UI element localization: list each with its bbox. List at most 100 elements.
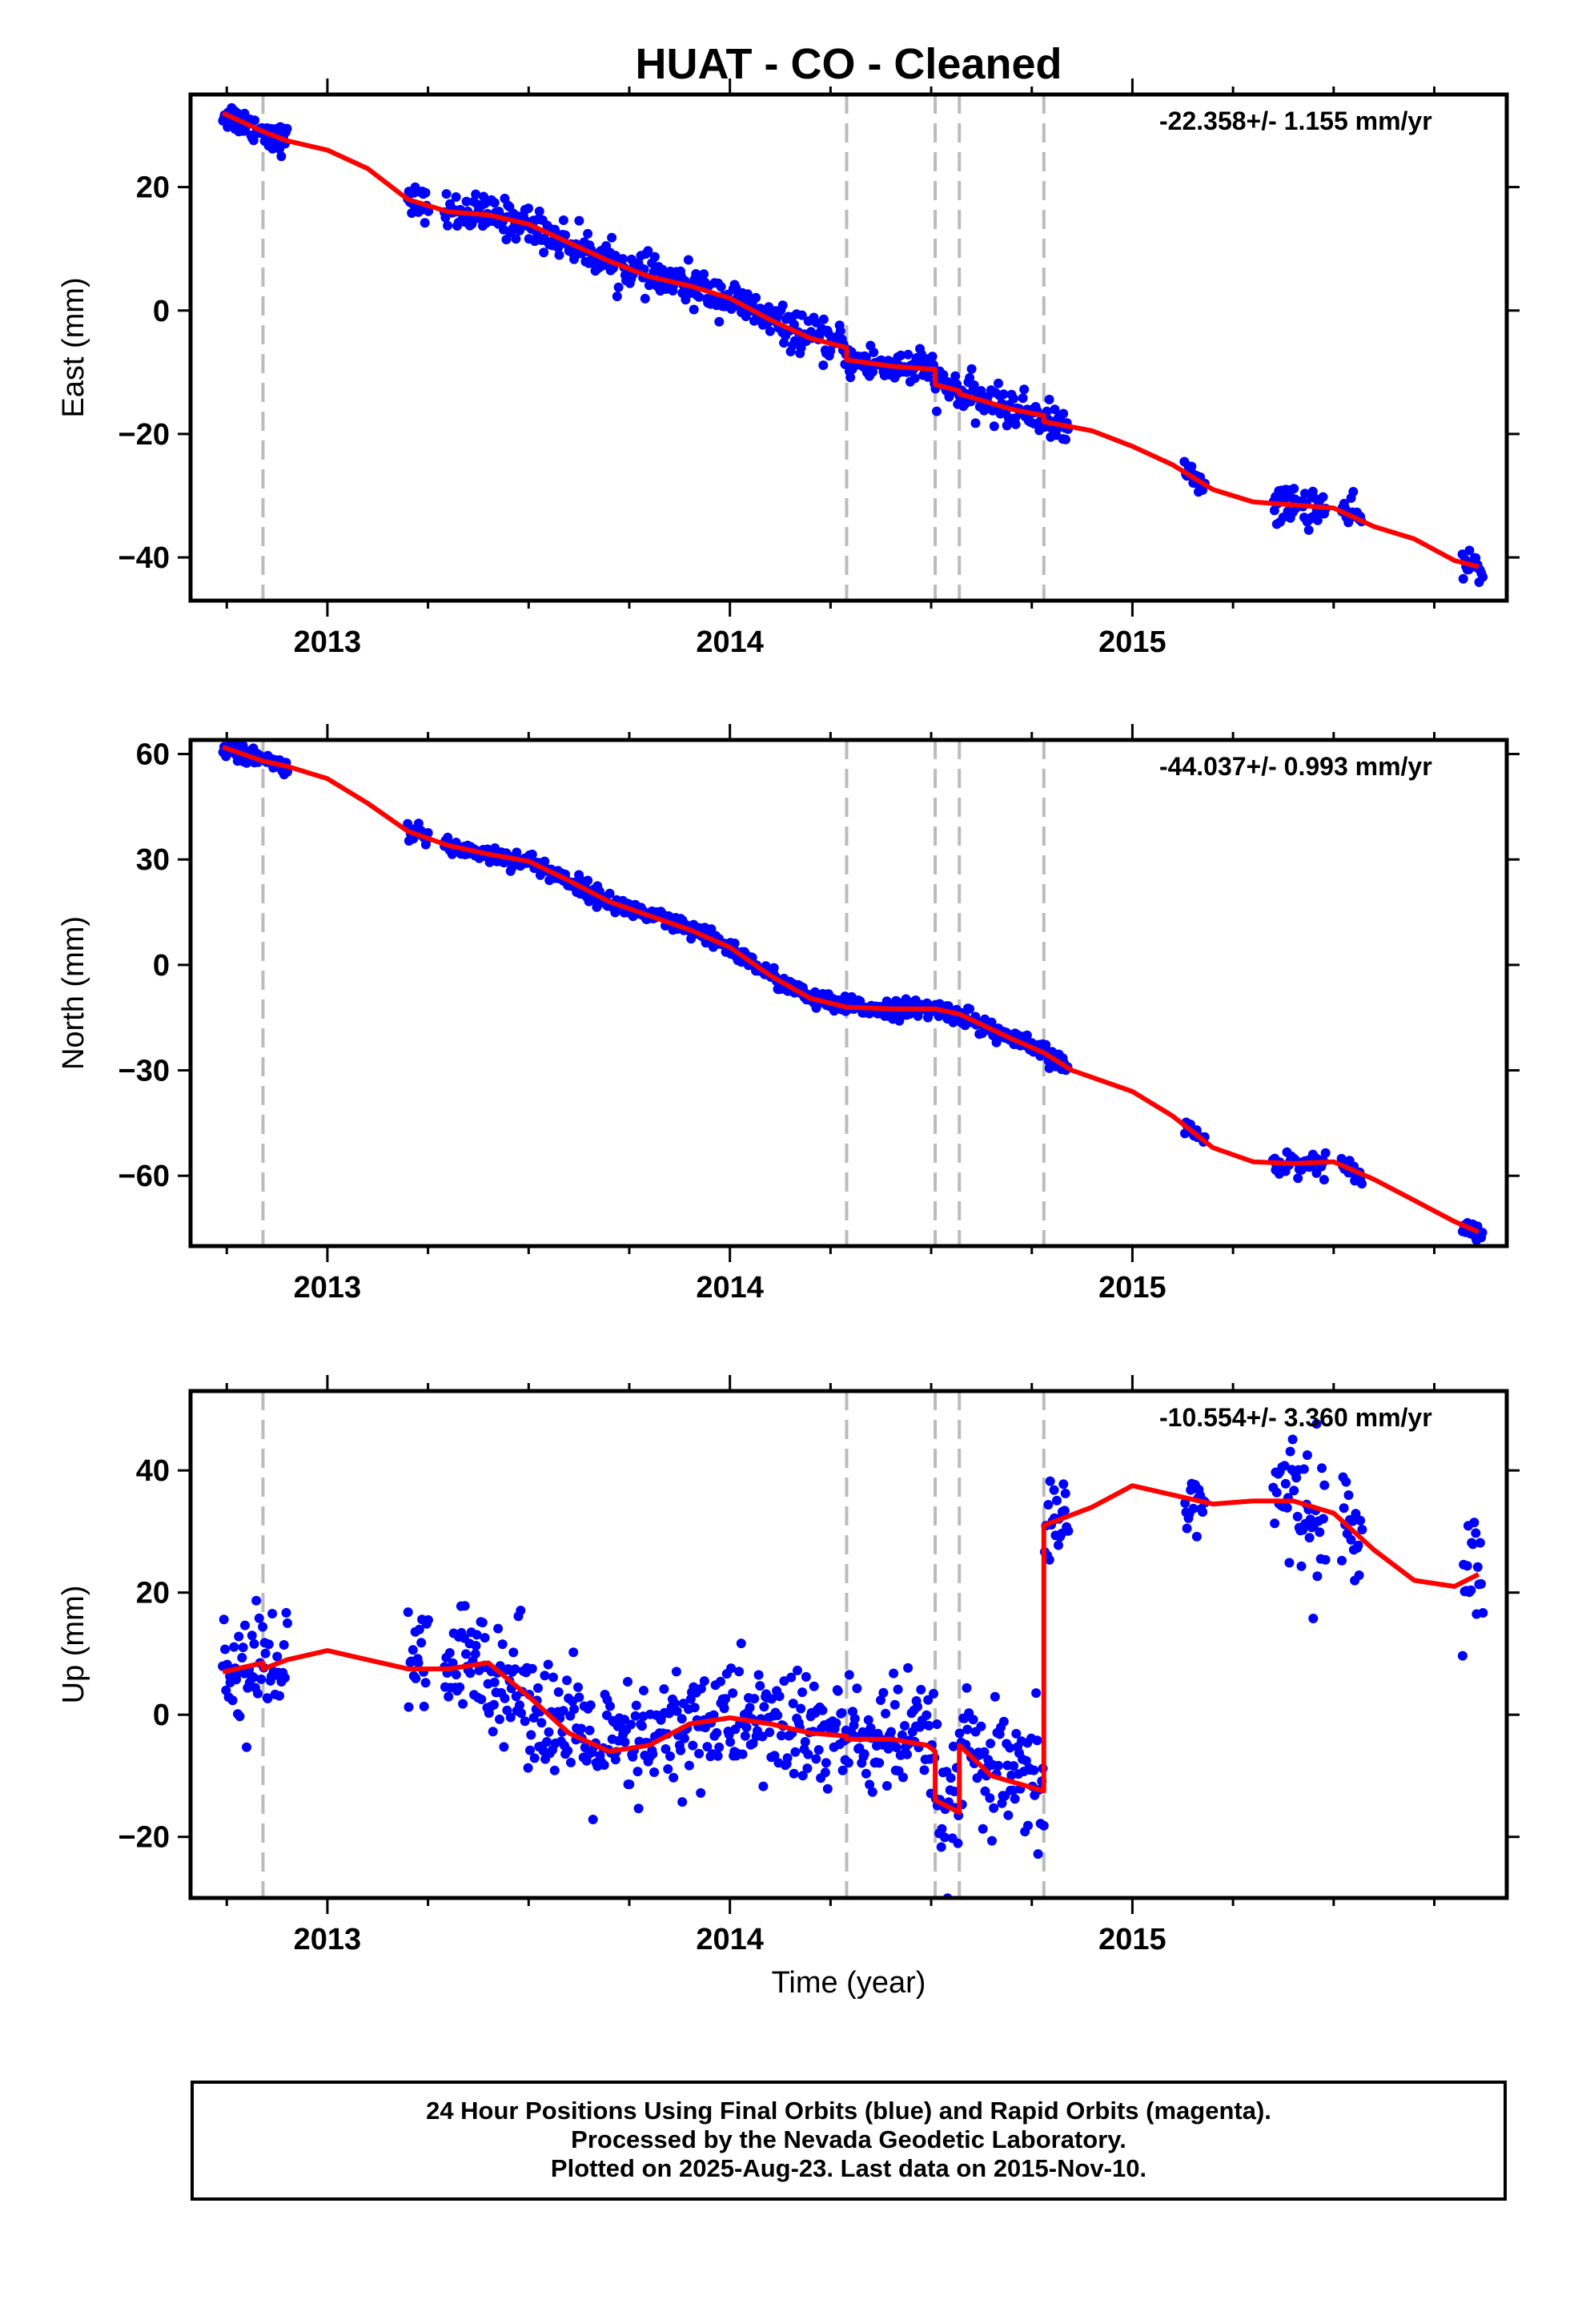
data-point (994, 1760, 1003, 1771)
data-point (495, 1714, 504, 1724)
data-point (524, 203, 533, 214)
data-point (1355, 1515, 1366, 1526)
data-point (416, 1638, 427, 1648)
model-line-north (222, 744, 1480, 1235)
data-point (702, 1742, 713, 1752)
data-point (774, 1691, 785, 1702)
data-point (940, 1832, 950, 1843)
data-point (950, 1787, 960, 1796)
data-point (1471, 1528, 1481, 1538)
data-point (696, 1683, 706, 1694)
data-point (1478, 1608, 1488, 1618)
data-point (748, 1739, 758, 1749)
data-point (605, 1701, 615, 1711)
data-point (669, 1699, 680, 1708)
x-axis-label: Time (year) (772, 1966, 926, 2000)
data-point (721, 1694, 731, 1704)
y-axis-label-north: North (mm) (57, 916, 90, 1070)
data-point (676, 1745, 686, 1755)
data-point (1032, 1735, 1042, 1746)
data-point (607, 232, 617, 243)
data-point (989, 1803, 999, 1813)
data-point (258, 1622, 268, 1632)
data-point (1457, 1651, 1468, 1661)
data-point (1029, 1765, 1039, 1775)
data-point (242, 1742, 251, 1752)
data-point (460, 1601, 470, 1611)
data-point (1280, 1478, 1291, 1489)
data-point (1318, 1514, 1328, 1524)
data-point (1320, 1148, 1331, 1158)
data-point (458, 1699, 468, 1709)
data-point (782, 1753, 793, 1763)
data-point (696, 1787, 706, 1798)
data-point (1019, 384, 1030, 395)
data-point (515, 1700, 524, 1711)
data-point (588, 1815, 598, 1824)
data-point (508, 1647, 519, 1658)
data-point (835, 326, 845, 336)
data-point (1005, 1743, 1015, 1753)
data-point (461, 196, 472, 207)
data-point (1282, 1502, 1292, 1513)
data-point (773, 1711, 783, 1720)
data-point (227, 1695, 238, 1706)
data-point (734, 1667, 745, 1677)
data-point (886, 1727, 896, 1737)
data-point (889, 1668, 899, 1679)
data-point (249, 1638, 259, 1649)
data-point (566, 1757, 576, 1767)
data-point (883, 1743, 893, 1754)
data-point (822, 1783, 833, 1794)
data-point (881, 1781, 892, 1791)
data-point (679, 1733, 689, 1743)
data-point (876, 1695, 885, 1705)
x-tick-label: 2014 (696, 1923, 764, 1956)
data-point (757, 1731, 768, 1742)
data-point (548, 1672, 558, 1683)
y-tick-label: 30 (136, 843, 170, 877)
data-point (488, 1727, 498, 1737)
data-point (423, 1614, 433, 1625)
caption-line-dates: Plotted on 2025-Aug-23. Last data on 201… (550, 2154, 1147, 2182)
data-point (649, 251, 660, 262)
data-point (777, 300, 788, 311)
data-point (1319, 1175, 1329, 1185)
y-tick-label: 40 (136, 1454, 170, 1488)
data-point (881, 1708, 891, 1719)
data-point (267, 1609, 278, 1618)
data-point (1311, 1419, 1322, 1429)
data-point (563, 1746, 573, 1756)
data-point (1279, 1461, 1290, 1471)
data-point (740, 1731, 750, 1741)
data-point (260, 1648, 271, 1659)
data-point (728, 1688, 738, 1699)
data-point (240, 1620, 250, 1630)
data-point (766, 1694, 777, 1704)
data-point (523, 1763, 533, 1773)
data-point (818, 360, 829, 371)
data-point (831, 1718, 841, 1728)
data-point (1043, 1500, 1054, 1510)
data-point (1466, 1585, 1476, 1595)
x-tick-label: 2013 (294, 625, 362, 659)
data-point (916, 1684, 926, 1695)
data-point (411, 1673, 421, 1683)
y-tick-label: 0 (153, 1699, 170, 1732)
data-point (1009, 393, 1018, 404)
data-point (663, 1764, 673, 1774)
y-tick-label: 60 (136, 738, 170, 772)
data-point (610, 1755, 620, 1765)
data-point (713, 1751, 723, 1761)
data-point (636, 1721, 647, 1731)
data-point (499, 1742, 509, 1752)
data-point (610, 907, 620, 918)
data-point (279, 1673, 290, 1683)
y-tick-label: 0 (153, 949, 170, 983)
data-point (420, 187, 431, 198)
data-point (283, 1618, 292, 1628)
data-point (924, 1720, 934, 1731)
data-point (769, 1751, 780, 1761)
data-point (790, 1747, 801, 1757)
y-tick-label: −60 (118, 1160, 170, 1193)
